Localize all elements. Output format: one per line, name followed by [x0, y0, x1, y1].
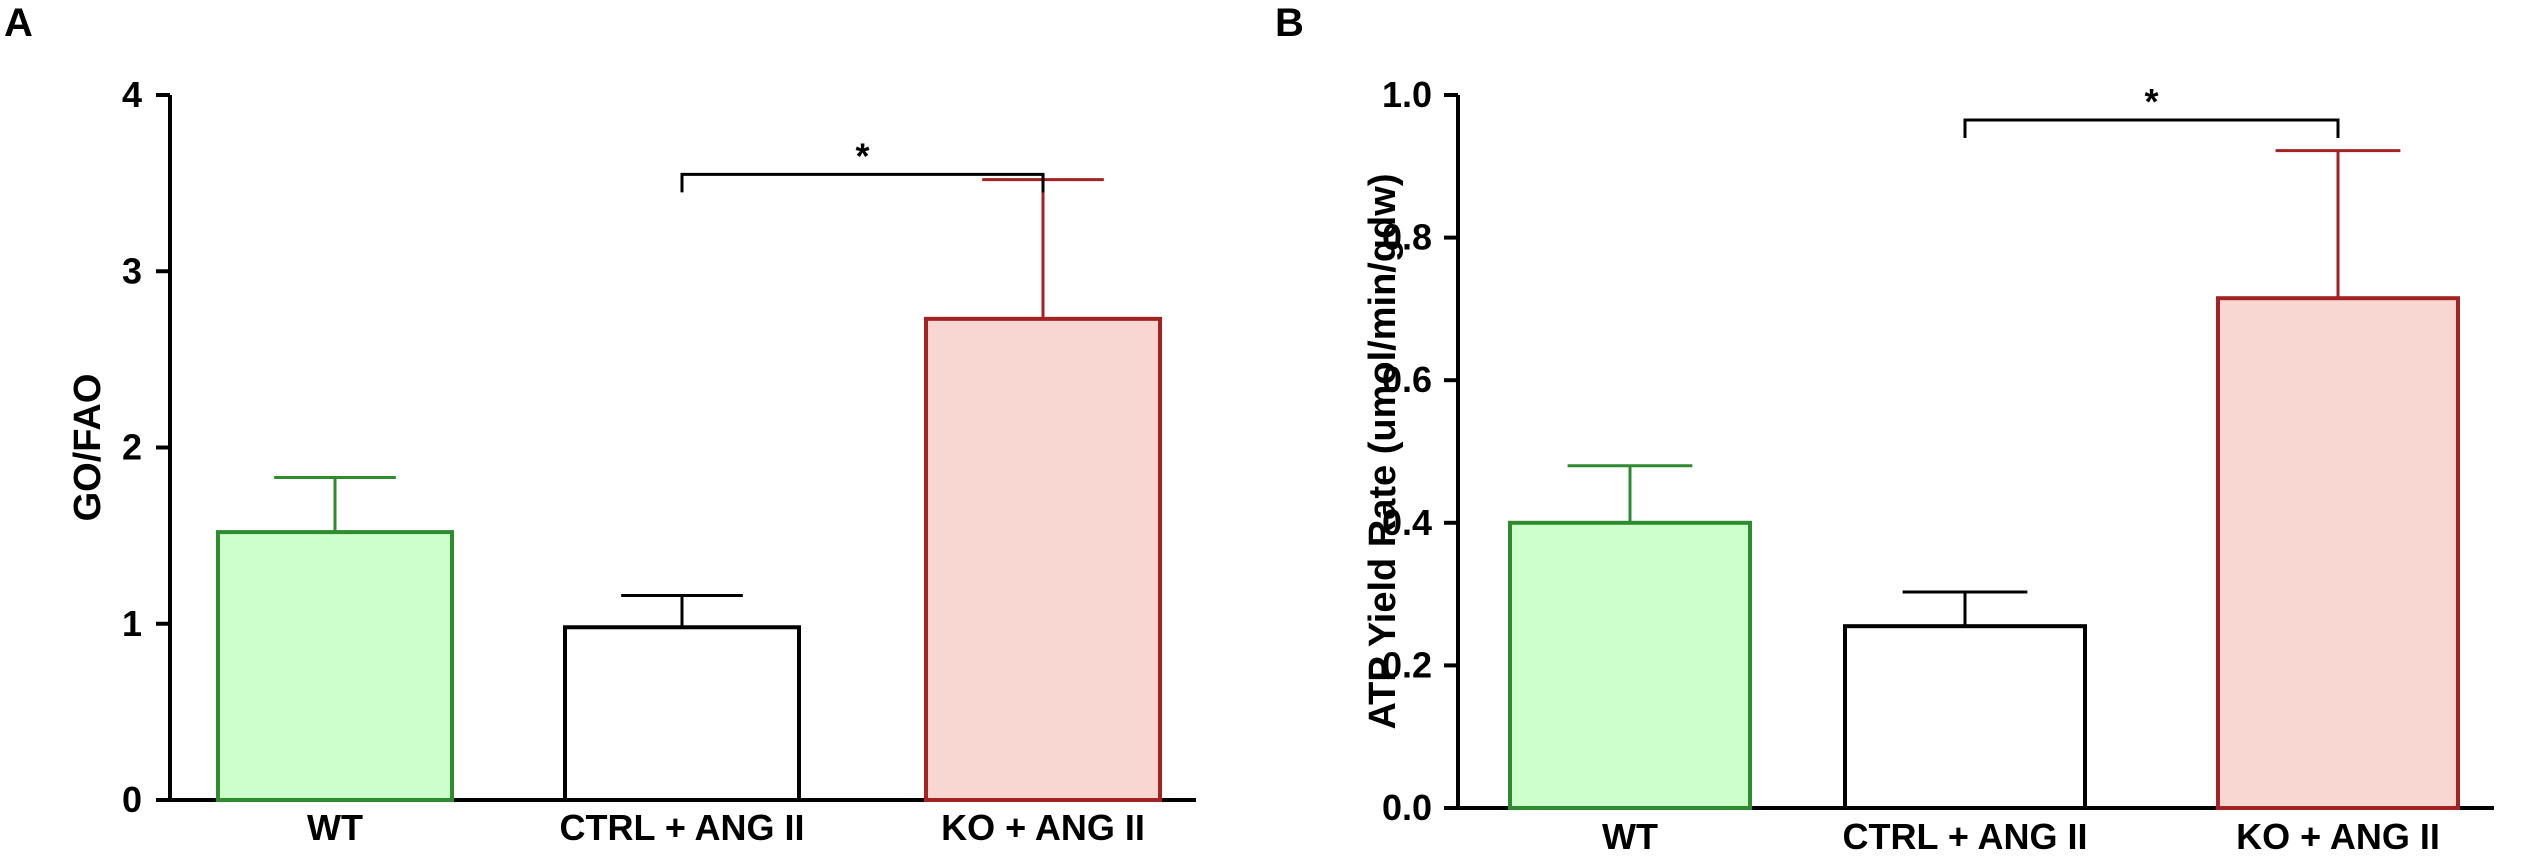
bar-wt [216, 530, 454, 802]
significance-bracket [680, 172, 1045, 193]
category-label: WT [307, 807, 363, 848]
category-label: CTRL + ANG II [1842, 816, 2087, 857]
bar-ctrl-ang-ii [563, 625, 801, 803]
chart-panel-a: A 0 1 2 3 4 GO/FAO WT CTRL + ANG II KO + ANG II * [4, 1, 1196, 848]
y-tick-label: 4 [122, 74, 142, 115]
category-label: CTRL + ANG II [559, 807, 804, 848]
y-tick-label: 2 [122, 427, 142, 468]
y-tick-label: 1.0 [1382, 74, 1432, 115]
chart-panel-b: B 0.0 0.2 0.4 0.6 0.8 1.0 ATP Yield Rate (umol/… [1275, 1, 2494, 857]
significance-label: * [2144, 81, 2158, 122]
y-tick-label: 0.4 [1382, 502, 1432, 543]
bar-wt [1508, 520, 1752, 810]
y-tick-label: 1 [122, 603, 142, 644]
y-tick-label: 0.8 [1382, 217, 1432, 258]
category-label: WT [1602, 816, 1658, 857]
y-tick-label: 0.2 [1382, 644, 1432, 685]
panel-letter: A [4, 1, 33, 45]
category-label: KO + ANG II [941, 807, 1145, 848]
y-tick-label: 0 [122, 779, 142, 820]
category-label: KO + ANG II [2236, 816, 2440, 857]
y-axis-label: GO/FAO [67, 374, 109, 522]
y-axis-label: ATP Yield Rate (umol/min/gdw) [1362, 174, 1404, 730]
significance-bracket [1963, 118, 2340, 138]
y-tick-label: 0.6 [1382, 359, 1432, 400]
y-tick-label: 3 [122, 250, 142, 291]
y-tick-label: 0.0 [1382, 787, 1432, 828]
significance-label: * [855, 135, 869, 176]
panel-letter: B [1275, 1, 1304, 45]
bar-ko-ang-ii [2216, 296, 2460, 810]
bar-ctrl-ang-ii [1843, 624, 2087, 810]
bar-ko-ang-ii [924, 316, 1162, 802]
